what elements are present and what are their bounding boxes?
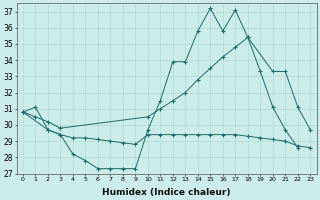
X-axis label: Humidex (Indice chaleur): Humidex (Indice chaleur) — [102, 188, 231, 197]
